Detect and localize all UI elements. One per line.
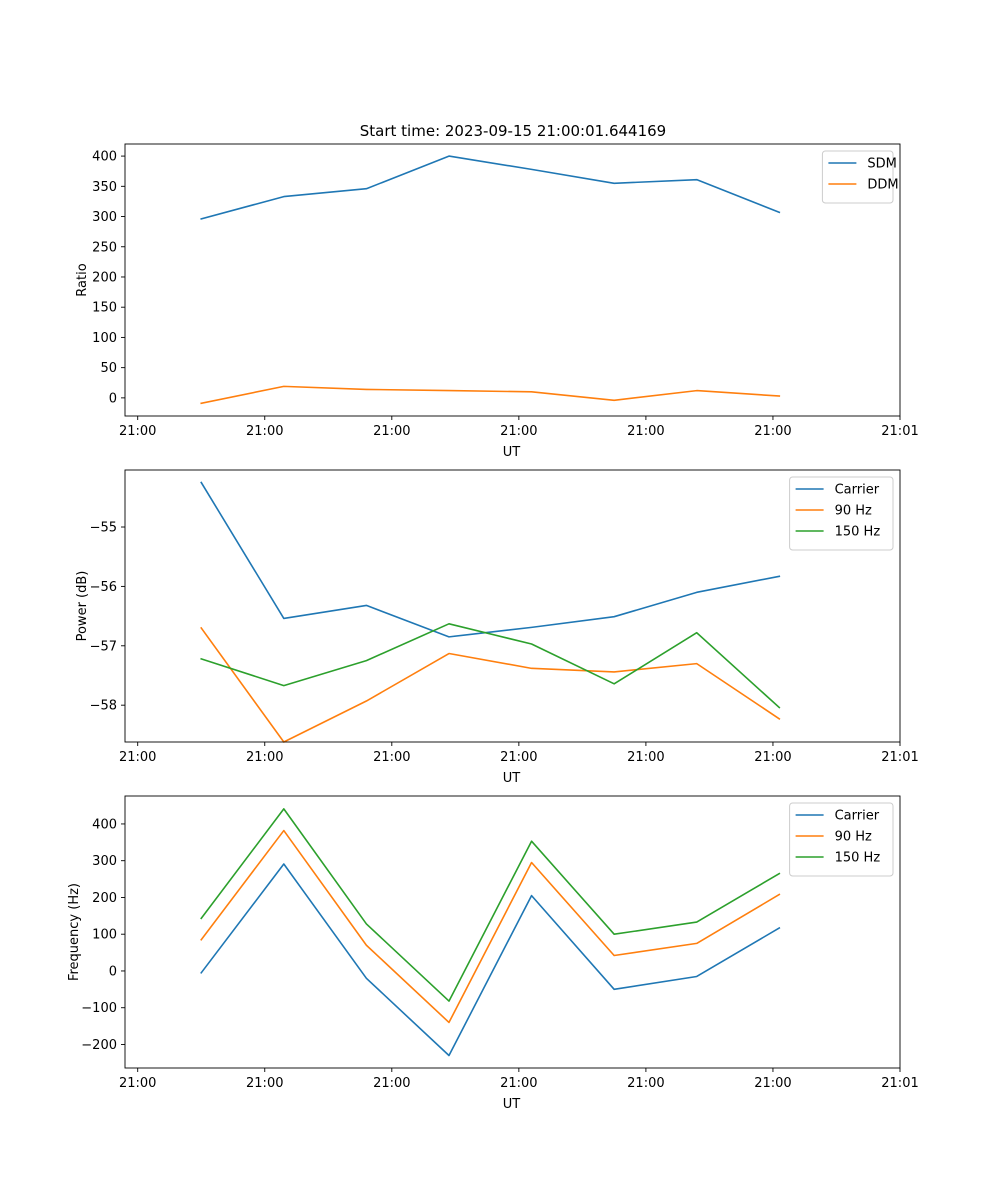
x-axis-label: UT — [503, 445, 521, 460]
series-line-150-hz — [200, 808, 781, 1002]
y-tick-label: −57 — [90, 639, 117, 654]
x-tick-label: 21:00 — [119, 1076, 156, 1091]
x-tick-label: 21:00 — [119, 750, 156, 765]
legend: Carrier 90 Hz 150 Hz — [789, 476, 894, 551]
subplots: 21:00 21:00 21:00 21:00 21:00 21:00 21:01 0 50 10… — [67, 143, 919, 1112]
x-tick-label: 21:00 — [500, 1076, 537, 1091]
legend-label: 90 Hz — [835, 830, 872, 845]
y-tick-label: 350 — [92, 180, 117, 195]
x-tick-label: 21:00 — [246, 750, 283, 765]
legend-label: Carrier — [835, 483, 880, 498]
x-tick-label: 21:01 — [881, 1076, 918, 1091]
x-tick-label: 21:00 — [627, 1076, 664, 1091]
x-tick-label: 21:00 — [627, 750, 664, 765]
x-axis-label: UT — [503, 1097, 521, 1112]
subplot-2: 21:00 21:00 21:00 21:00 21:00 21:00 21:01 −58 −5… — [75, 469, 919, 786]
series-line-90-hz — [200, 626, 781, 743]
axes-frame — [124, 469, 901, 743]
y-tick-label: 200 — [92, 891, 117, 906]
y-tick-label: 200 — [92, 270, 117, 285]
x-tick-label: 21:00 — [627, 424, 664, 439]
y-tick-label: 300 — [92, 854, 117, 869]
series-line-sdm — [200, 155, 781, 220]
x-tick-label: 21:01 — [881, 424, 918, 439]
y-axis-label: Frequency (Hz) — [67, 883, 82, 981]
x-tick-label: 21:00 — [246, 424, 283, 439]
x-axis-label: UT — [503, 771, 521, 786]
series-line-carrier — [200, 863, 781, 1057]
y-tick-label: −55 — [90, 521, 117, 536]
y-tick-label: −58 — [90, 699, 117, 714]
y-tick-label: 0 — [109, 391, 117, 406]
legend-label: SDM — [867, 157, 896, 172]
y-tick-label: −100 — [81, 1001, 117, 1016]
series-line-150-hz — [200, 623, 781, 709]
y-axis-label: Ratio — [75, 263, 90, 296]
legend-label: Carrier — [835, 809, 880, 824]
legend: SDM DDM — [821, 150, 899, 204]
y-tick-label: −200 — [81, 1038, 117, 1053]
series-line-ddm — [200, 385, 781, 405]
subplot-3: 21:00 21:00 21:00 21:00 21:00 21:00 21:01 −200 −… — [67, 795, 919, 1112]
x-tick-label: 21:00 — [373, 1076, 410, 1091]
legend-label: 150 Hz — [835, 525, 881, 540]
x-tick-label: 21:00 — [246, 1076, 283, 1091]
legend: Carrier 90 Hz 150 Hz — [789, 802, 894, 877]
legend-label: 90 Hz — [835, 504, 872, 519]
x-tick-label: 21:00 — [373, 750, 410, 765]
y-tick-label: 400 — [92, 817, 117, 832]
legend-label: DDM — [867, 178, 898, 193]
x-tick-label: 21:00 — [119, 424, 156, 439]
y-tick-label: 100 — [92, 331, 117, 346]
series-line-90-hz — [200, 829, 781, 1024]
x-tick-label: 21:00 — [500, 750, 537, 765]
legend-box — [821, 150, 894, 204]
series-line-carrier — [200, 481, 781, 638]
y-tick-label: 300 — [92, 210, 117, 225]
x-tick-label: 21:00 — [500, 424, 537, 439]
y-tick-label: 0 — [109, 964, 117, 979]
chart-title: Start time: 2023-09-15 21:00:01.644169 — [360, 122, 666, 140]
legend-label: 150 Hz — [835, 851, 881, 866]
x-tick-label: 21:00 — [754, 424, 791, 439]
x-tick-label: 21:00 — [754, 1076, 791, 1091]
axes-frame — [124, 795, 901, 1069]
y-tick-label: 400 — [92, 150, 117, 165]
y-tick-label: 150 — [92, 301, 117, 316]
y-tick-label: 50 — [100, 361, 117, 376]
x-tick-label: 21:01 — [881, 750, 918, 765]
y-axis-label: Power (dB) — [75, 571, 90, 642]
y-tick-label: 250 — [92, 240, 117, 255]
y-tick-label: 100 — [92, 928, 117, 943]
subplot-1: 21:00 21:00 21:00 21:00 21:00 21:00 21:01 0 50 10… — [75, 143, 919, 460]
axes-frame — [124, 143, 901, 417]
x-tick-label: 21:00 — [754, 750, 791, 765]
y-tick-label: −56 — [90, 580, 117, 595]
x-tick-label: 21:00 — [373, 424, 410, 439]
